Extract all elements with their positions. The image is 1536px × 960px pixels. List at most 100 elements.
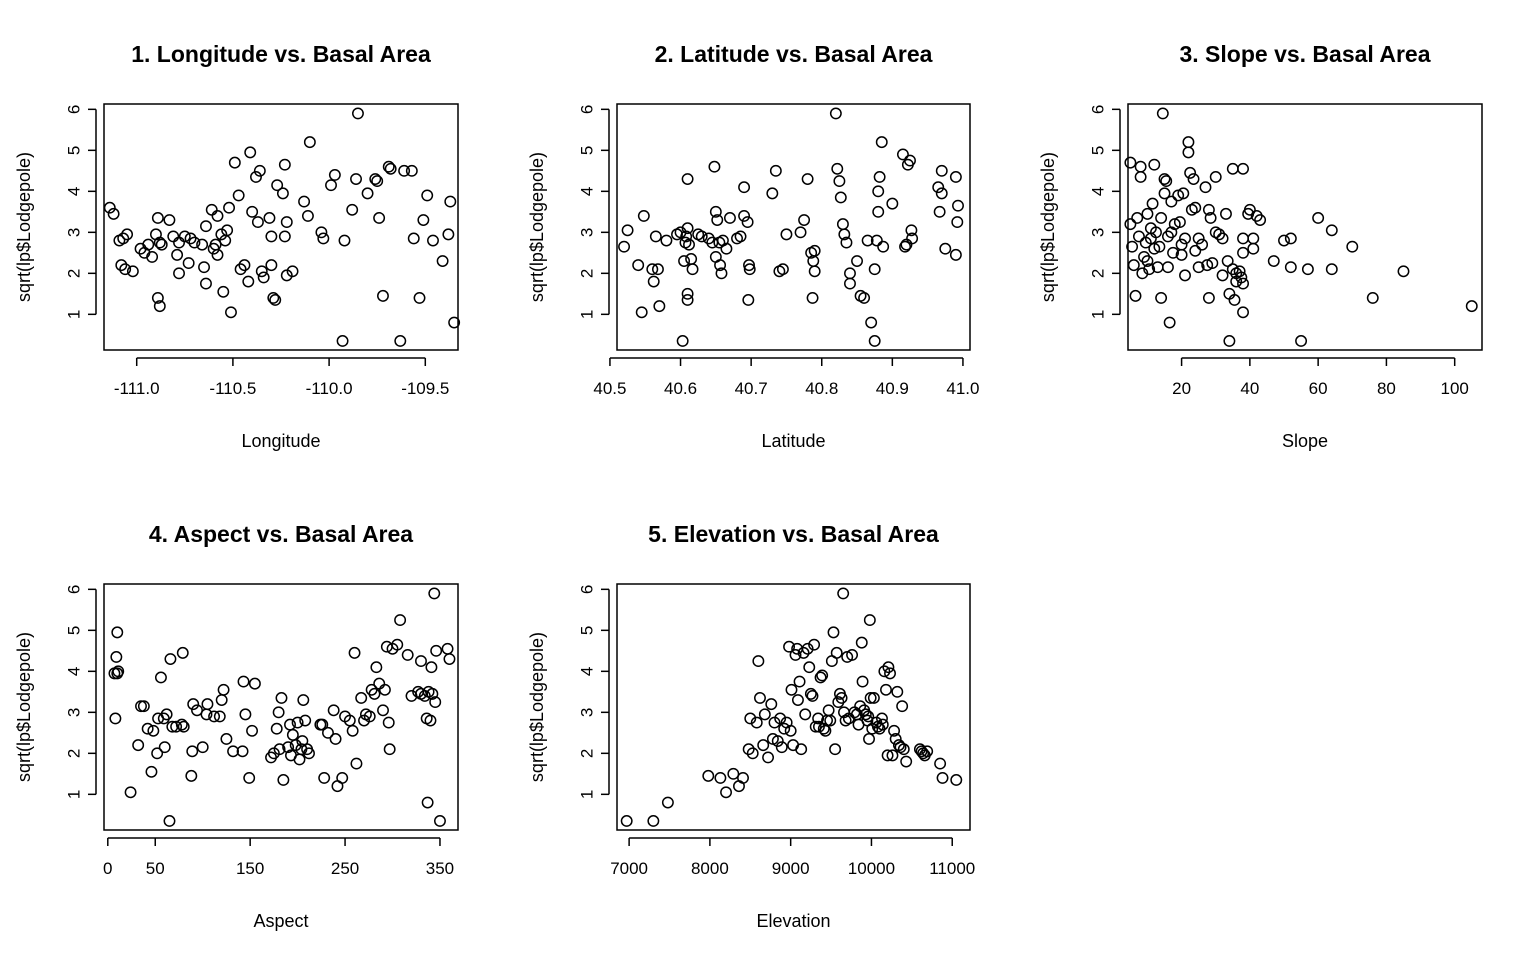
- x-tick-label: 250: [331, 859, 359, 878]
- data-point: [126, 265, 139, 278]
- data-point: [182, 257, 195, 270]
- data-point: [1204, 212, 1217, 224]
- data-point: [1148, 158, 1161, 171]
- y-tick-label: 3: [65, 708, 84, 717]
- data-point: [223, 201, 236, 214]
- x-tick-label: 40.6: [664, 379, 697, 398]
- data-point: [1199, 181, 1212, 194]
- data-point: [248, 677, 261, 690]
- data-point: [263, 212, 276, 224]
- data-point: [327, 704, 340, 717]
- data-point: [949, 248, 962, 261]
- plot-frame: [616, 103, 971, 351]
- data-point: [246, 724, 259, 737]
- plot-frame: [616, 583, 971, 831]
- data-point: [720, 242, 733, 255]
- data-point: [255, 265, 268, 278]
- data-point: [173, 267, 185, 280]
- data-point: [827, 626, 840, 639]
- data-point: [115, 259, 128, 272]
- data-point: [856, 675, 869, 688]
- data-point: [1134, 171, 1147, 183]
- data-point: [865, 316, 878, 329]
- data-point: [1156, 107, 1169, 120]
- data-point: [863, 733, 875, 745]
- y-tick-label: 2: [578, 269, 597, 278]
- data-point: [1312, 212, 1325, 224]
- data-point: [153, 300, 166, 313]
- data-points: [618, 107, 964, 347]
- data-point: [1254, 214, 1267, 226]
- data-point: [378, 683, 391, 696]
- data-point: [163, 214, 176, 226]
- data-point: [272, 706, 285, 719]
- data-point: [188, 236, 201, 249]
- data-point: [775, 741, 788, 754]
- data-point: [661, 796, 674, 809]
- data-point: [346, 724, 359, 737]
- data-point: [720, 786, 733, 799]
- data-point: [647, 815, 660, 827]
- data-point: [1189, 244, 1202, 257]
- data-point: [808, 244, 821, 257]
- x-tick-label: 40.5: [593, 379, 626, 398]
- x-tick-label: 11000: [929, 859, 975, 878]
- data-point: [1165, 195, 1178, 208]
- data-point: [754, 692, 766, 704]
- data-point: [151, 291, 164, 304]
- data-point: [117, 232, 130, 245]
- data-point: [743, 263, 756, 276]
- y-tick-label: 2: [1089, 269, 1108, 278]
- x-tick-label: -111.0: [114, 379, 160, 398]
- y-tick-label: 5: [65, 146, 84, 155]
- y-tick-label: 3: [1089, 228, 1108, 237]
- data-point: [1196, 238, 1209, 251]
- data-point: [1206, 257, 1219, 270]
- data-point: [1172, 189, 1185, 202]
- data-point: [1179, 269, 1191, 282]
- data-point: [141, 722, 154, 735]
- data-point: [352, 107, 364, 120]
- data-point: [227, 745, 240, 758]
- data-point: [398, 164, 411, 177]
- chart-title: 1. Longitude vs. Basal Area: [131, 41, 431, 67]
- data-point: [253, 164, 266, 177]
- chart-title: 5. Elevation vs. Basal Area: [648, 521, 939, 547]
- data-point: [1189, 201, 1202, 214]
- y-axis-label: sqrt(lp$Lodgepole): [527, 152, 547, 302]
- data-point: [855, 636, 868, 649]
- data-point: [265, 259, 278, 272]
- data-point: [1131, 212, 1144, 224]
- data-point: [1202, 203, 1215, 216]
- data-point: [715, 267, 728, 280]
- y-tick-label: 4: [1089, 187, 1108, 196]
- data-point: [1160, 175, 1173, 188]
- data-point: [394, 335, 407, 347]
- data-point: [1201, 259, 1214, 272]
- data-point: [862, 710, 875, 723]
- data-point: [147, 724, 160, 737]
- data-point: [1216, 232, 1229, 245]
- data-point: [867, 692, 880, 704]
- data-point: [234, 263, 247, 276]
- x-tick-label: 40: [1240, 379, 1259, 398]
- data-point: [276, 187, 289, 200]
- data-point: [418, 689, 431, 702]
- data-point: [742, 743, 755, 756]
- data-point: [137, 700, 150, 713]
- data-point: [837, 587, 850, 600]
- data-point: [935, 164, 948, 177]
- data-point: [442, 228, 455, 241]
- data-point: [1153, 240, 1166, 253]
- x-tick-label: 100: [1441, 379, 1469, 398]
- panel-4: 4. Aspect vs. Basal Area 0 50 150 250 350 Aspe…: [14, 521, 459, 931]
- data-point: [742, 294, 755, 306]
- data-point: [831, 162, 844, 175]
- data-point: [361, 187, 374, 200]
- data-point: [429, 696, 442, 709]
- data-point: [880, 683, 892, 696]
- data-point: [225, 306, 237, 319]
- data-point: [160, 708, 173, 721]
- data-point: [239, 708, 252, 721]
- data-point: [151, 747, 164, 760]
